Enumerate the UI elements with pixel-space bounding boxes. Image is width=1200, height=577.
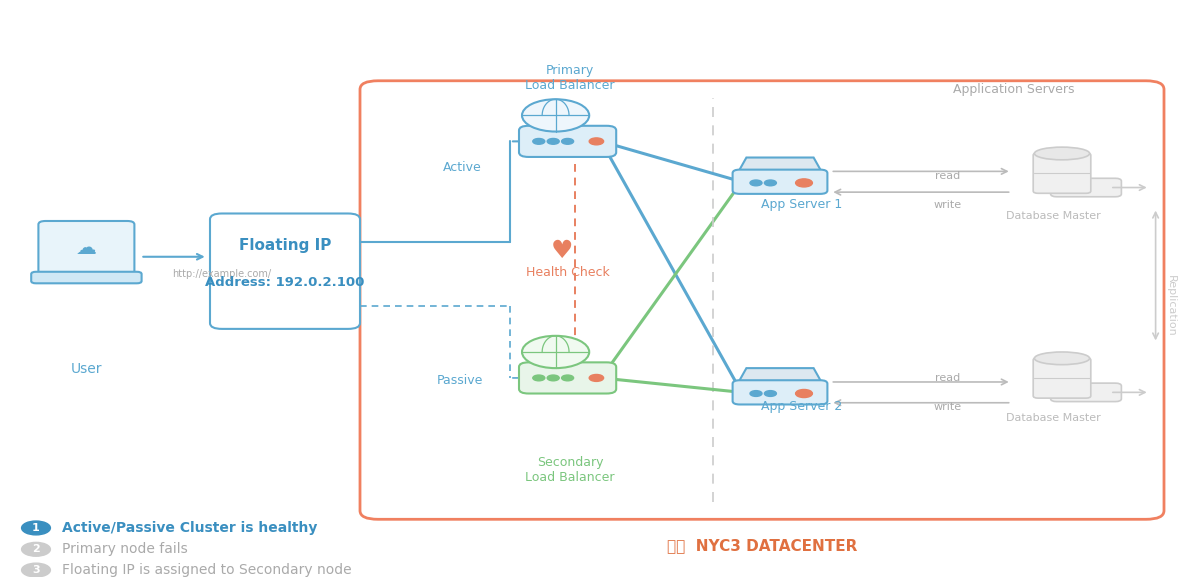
FancyBboxPatch shape: [210, 213, 360, 329]
Text: Database Master: Database Master: [1007, 211, 1100, 222]
Circle shape: [22, 542, 50, 556]
Text: 2: 2: [32, 544, 40, 554]
Circle shape: [589, 138, 604, 145]
Text: Database Master: Database Master: [1007, 413, 1100, 424]
Text: ♥: ♥: [551, 239, 572, 263]
FancyBboxPatch shape: [732, 380, 828, 404]
Text: App Server 1: App Server 1: [761, 198, 842, 211]
Text: Secondary
Load Balancer: Secondary Load Balancer: [526, 456, 614, 484]
Text: read: read: [935, 373, 961, 383]
Text: ☁: ☁: [76, 238, 97, 258]
Circle shape: [750, 180, 762, 186]
Text: 🇺🇸  NYC3 DATACENTER: 🇺🇸 NYC3 DATACENTER: [667, 538, 857, 553]
Text: 3: 3: [32, 565, 40, 575]
Text: Health Check: Health Check: [526, 267, 610, 279]
Text: User: User: [71, 362, 102, 376]
Text: Application Servers: Application Servers: [953, 83, 1075, 96]
Text: Primary
Load Balancer: Primary Load Balancer: [526, 64, 614, 92]
Ellipse shape: [1034, 352, 1090, 365]
FancyBboxPatch shape: [520, 362, 617, 394]
Circle shape: [522, 99, 589, 132]
Circle shape: [533, 138, 545, 144]
Text: 1: 1: [32, 523, 40, 533]
Polygon shape: [734, 158, 826, 179]
Text: Active/Passive Cluster is healthy: Active/Passive Cluster is healthy: [62, 521, 318, 535]
Ellipse shape: [1034, 147, 1090, 160]
Circle shape: [522, 336, 589, 368]
Circle shape: [547, 138, 559, 144]
FancyBboxPatch shape: [31, 272, 142, 283]
Circle shape: [533, 375, 545, 381]
FancyBboxPatch shape: [520, 126, 617, 157]
FancyBboxPatch shape: [1051, 383, 1122, 402]
FancyBboxPatch shape: [732, 170, 828, 194]
Text: Floating IP is assigned to Secondary node: Floating IP is assigned to Secondary nod…: [62, 563, 352, 577]
FancyBboxPatch shape: [1033, 153, 1091, 193]
Circle shape: [562, 375, 574, 381]
Circle shape: [547, 375, 559, 381]
Circle shape: [22, 563, 50, 577]
Text: Address: 192.0.2.100: Address: 192.0.2.100: [205, 276, 365, 289]
Text: http://example.com/: http://example.com/: [173, 269, 271, 279]
Text: Floating IP: Floating IP: [239, 238, 331, 253]
Circle shape: [796, 389, 812, 398]
FancyBboxPatch shape: [1051, 178, 1122, 197]
Text: App Server 2: App Server 2: [761, 400, 842, 413]
Text: Primary node fails: Primary node fails: [62, 542, 188, 556]
Circle shape: [750, 391, 762, 396]
Text: Replication: Replication: [1166, 275, 1176, 337]
Text: write: write: [934, 402, 962, 412]
FancyBboxPatch shape: [1033, 358, 1091, 398]
Circle shape: [22, 521, 50, 535]
Circle shape: [764, 180, 776, 186]
Text: Active: Active: [443, 161, 481, 174]
Text: Passive: Passive: [437, 374, 482, 387]
Circle shape: [589, 374, 604, 381]
Polygon shape: [734, 368, 826, 389]
Circle shape: [562, 138, 574, 144]
FancyBboxPatch shape: [360, 81, 1164, 519]
Text: write: write: [934, 200, 962, 210]
FancyBboxPatch shape: [38, 221, 134, 275]
Circle shape: [764, 391, 776, 396]
Text: read: read: [935, 171, 961, 181]
Circle shape: [796, 179, 812, 187]
